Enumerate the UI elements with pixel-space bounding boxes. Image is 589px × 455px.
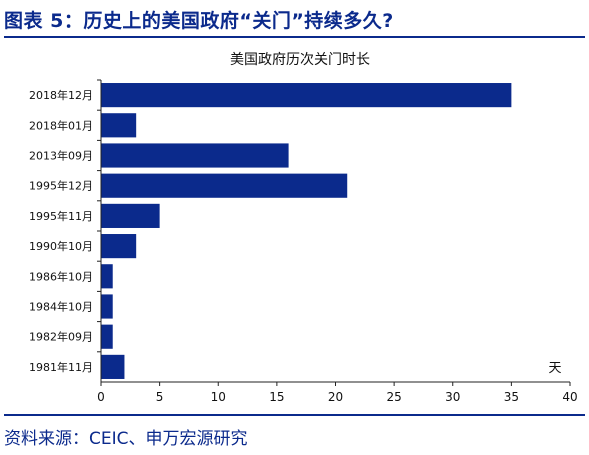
title-divider — [4, 36, 585, 38]
category-label: 1986年10月 — [29, 269, 93, 283]
x-tick-label: 30 — [445, 390, 460, 404]
bar — [101, 234, 137, 259]
x-tick-label: 20 — [328, 390, 343, 404]
bar — [101, 173, 348, 198]
bar — [101, 143, 289, 168]
axes: 0 5 10 15 20 25 30 35 40 — [97, 79, 578, 404]
x-tick-label: 15 — [269, 390, 284, 404]
bar — [101, 83, 512, 108]
category-label: 2013年09月 — [29, 149, 93, 163]
category-label: 1995年11月 — [29, 209, 93, 223]
category-label: 2018年12月 — [29, 88, 93, 102]
unit-label: 天 — [548, 361, 561, 376]
category-labels: 2018年12月 2018年01月 2013年09月 1995年12月 1995年11月… — [29, 88, 93, 374]
category-label: 1981年11月 — [29, 360, 93, 374]
x-tick-label: 40 — [562, 390, 577, 404]
chart-title: 美国政府历次关门时长 — [230, 52, 370, 68]
bar — [101, 324, 113, 349]
bar — [101, 264, 113, 289]
category-label: 1982年09月 — [29, 330, 93, 344]
figure-title: 图表 5：历史上的美国政府“关门”持续多久? — [4, 10, 394, 32]
x-tick-label: 0 — [97, 390, 105, 404]
category-label: 1995年12月 — [29, 179, 93, 193]
x-tick-label: 25 — [386, 390, 401, 404]
category-label: 1990年10月 — [29, 239, 93, 253]
x-tick-label: 5 — [156, 390, 164, 404]
source-divider — [4, 414, 585, 416]
bar — [101, 294, 113, 319]
source-note: 资料来源：CEIC、申万宏源研究 — [4, 429, 248, 449]
category-label: 1984年10月 — [29, 300, 93, 314]
bar — [101, 354, 125, 379]
x-tick-label: 35 — [504, 390, 519, 404]
bars-layer — [101, 83, 512, 379]
bar — [101, 203, 160, 228]
x-tick-label: 10 — [211, 390, 226, 404]
category-label: 2018年01月 — [29, 118, 93, 132]
bar — [101, 113, 137, 138]
